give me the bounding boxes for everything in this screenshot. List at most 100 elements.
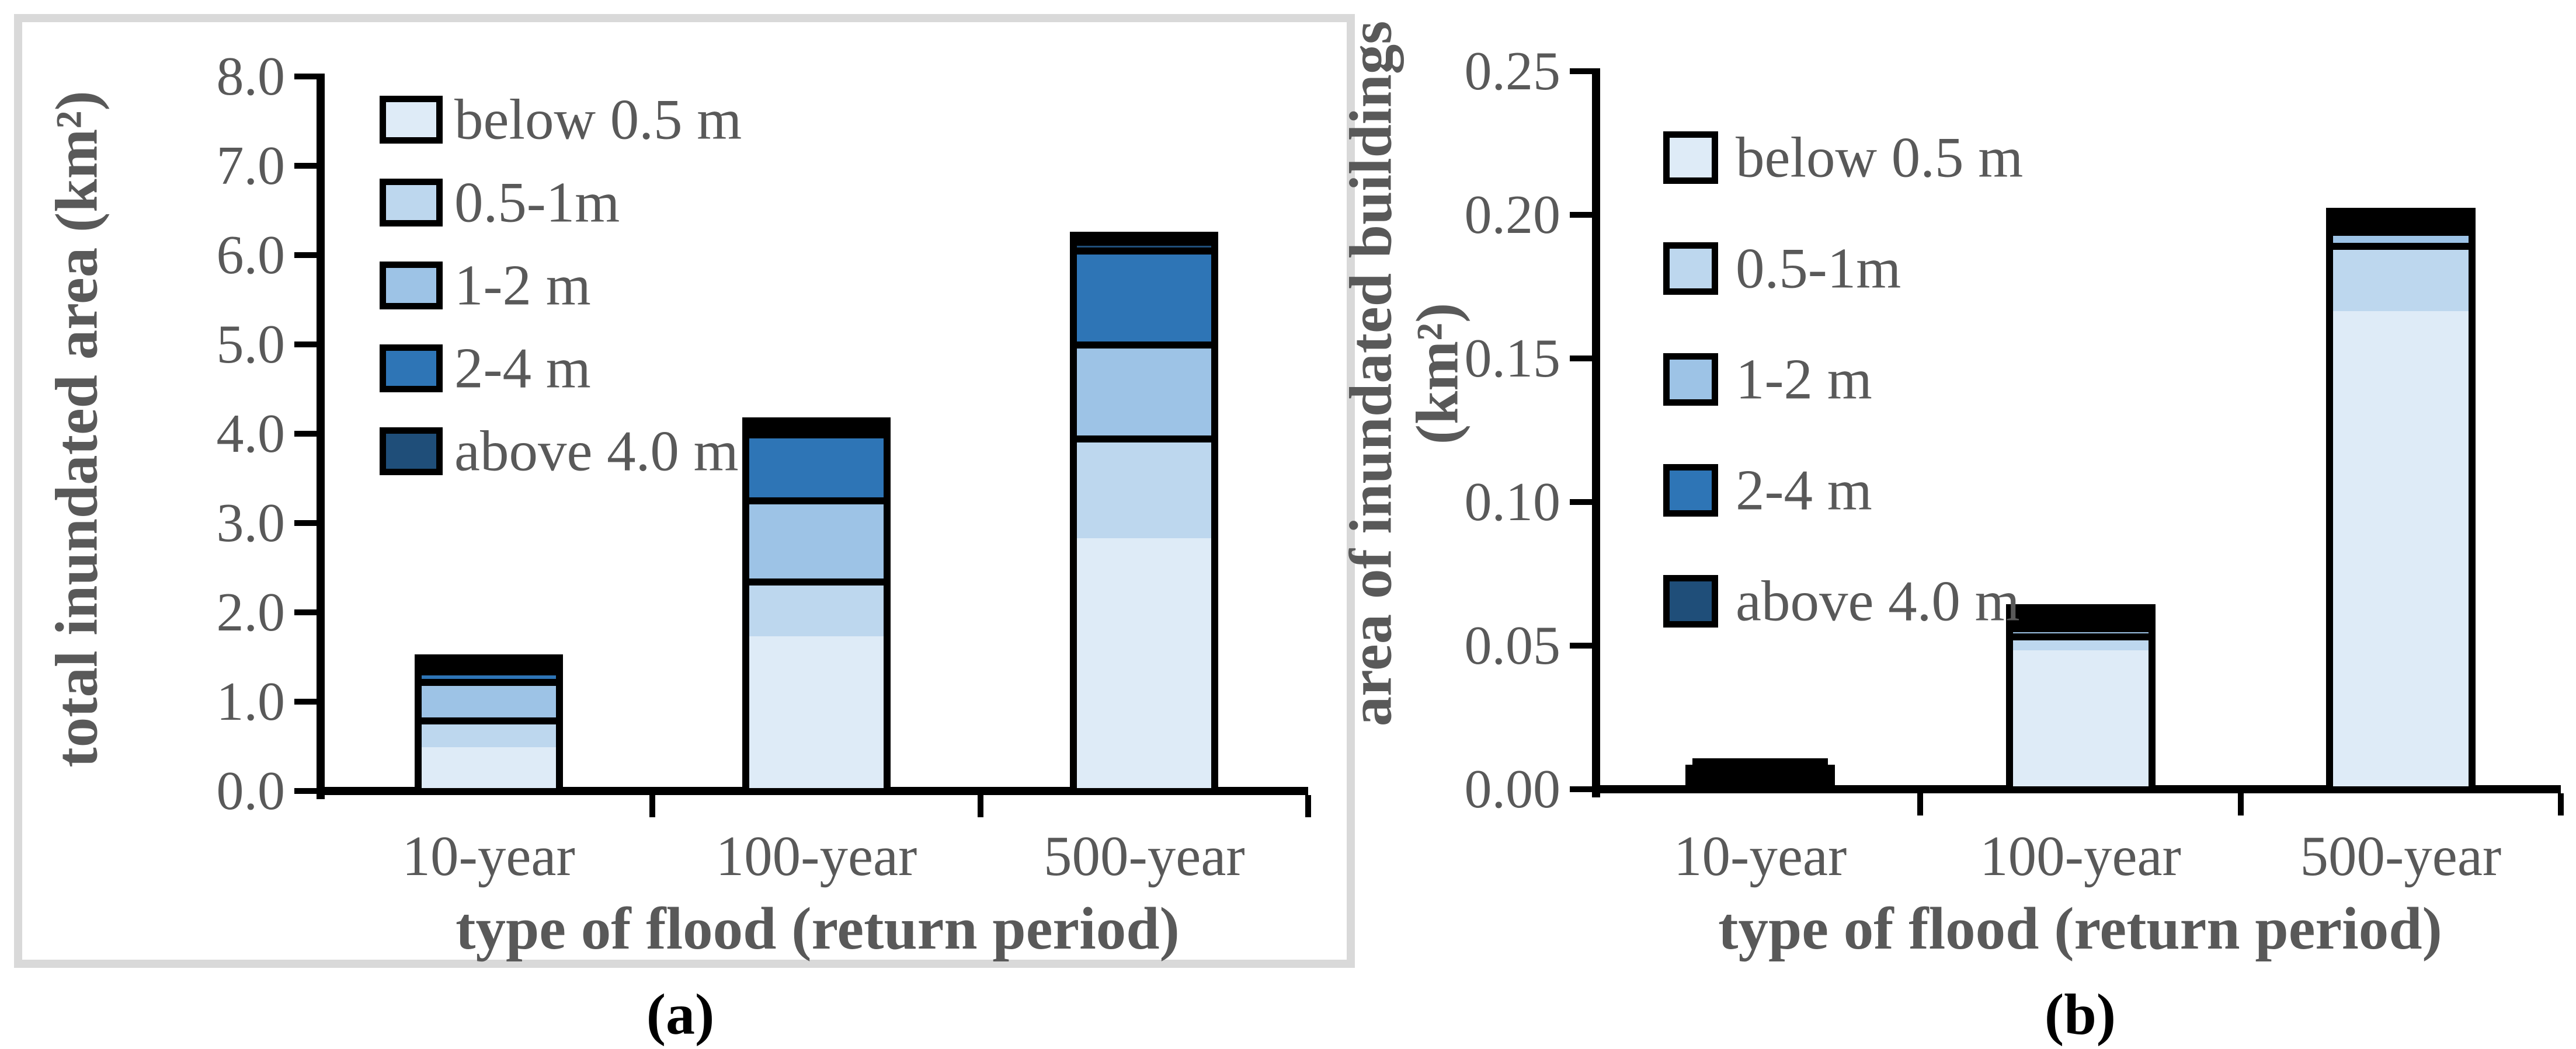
bar-segment-0.5-1m: [2012, 633, 2149, 650]
bar-segment-0.5-1m: [1692, 779, 1828, 786]
legend-label-above 4.0 m: above 4.0 m: [454, 419, 739, 483]
x-tick-label-100-year: 100-year: [715, 825, 917, 887]
y-tick-mark: [294, 163, 317, 169]
bar-segment-1-2 m: [2332, 228, 2469, 243]
y-tick-label: 6.0: [216, 225, 286, 285]
legend-swatch-1-2 m: [1663, 353, 1718, 406]
bar-segment-0.5-1m: [749, 578, 884, 637]
bar-10-year: [1685, 758, 1835, 793]
x-tick-mark: [2558, 793, 2564, 815]
bar-10-year: [414, 654, 563, 795]
left-y-axis-title: total inundated area (km²): [43, 90, 110, 768]
bar-segment-below 0.5 m: [2012, 650, 2149, 786]
bar-100-year: [742, 417, 891, 795]
legend-label-below 0.5 m: below 0.5 m: [1736, 126, 2024, 190]
x-tick-mark: [977, 795, 983, 817]
y-tick-label: 5.0: [216, 314, 286, 375]
bar-segment-0.5-1m: [2332, 243, 2469, 311]
left-x-axis-title: type of flood (return period): [456, 895, 1180, 962]
legend-swatch-0.5-1m: [1663, 242, 1718, 295]
bar-segment-1-2 m: [749, 497, 884, 578]
x-tick-label-10-year: 10-year: [1674, 825, 1847, 887]
bar-segment-above 4.0 m: [1077, 239, 1212, 248]
bar-segment-1-2 m: [1077, 341, 1212, 435]
y-tick-label: 2.0: [216, 582, 286, 643]
bar-100-year: [2005, 604, 2156, 793]
y-tick-mark: [1570, 356, 1592, 361]
x-tick-label-500-year: 500-year: [2300, 825, 2502, 887]
y-tick-mark: [294, 341, 317, 347]
bar-segment-below 0.5 m: [421, 747, 556, 788]
x-tick-label-10-year: 10-year: [402, 825, 575, 887]
bar-segment-2-4 m: [1077, 248, 1212, 342]
bar-segment-1-2 m: [1692, 772, 1828, 779]
legend-swatch-0.5-1m: [380, 179, 443, 226]
legend-label-1-2 m: 1-2 m: [454, 253, 591, 318]
bar-segment-above 4.0 m: [749, 424, 884, 432]
bar-500-year: [1070, 232, 1219, 795]
bar-segment-2-4 m: [2332, 221, 2469, 229]
legend-swatch-below 0.5 m: [380, 96, 443, 144]
legend-swatch-2-4 m: [1663, 464, 1718, 517]
bar-segment-0.5-1m: [421, 717, 556, 748]
legend-swatch-1-2 m: [380, 262, 443, 309]
y-tick-label: 0.00: [1464, 759, 1561, 820]
y-tick-label: 0.05: [1464, 615, 1561, 676]
y-tick-label: 0.0: [216, 761, 286, 821]
bar-segment-above 4.0 m: [1692, 758, 1828, 765]
y-tick-label: 0.20: [1464, 184, 1561, 245]
y-axis-line: [1592, 68, 1600, 797]
y-tick-label: 0.25: [1464, 41, 1561, 102]
legend-label-below 0.5 m: below 0.5 m: [454, 88, 742, 152]
right-x-axis-title: type of flood (return period): [1718, 895, 2442, 962]
bar-segment-2-4 m: [749, 431, 884, 498]
bar-segment-below 0.5 m: [2332, 311, 2469, 786]
bar-segment-0.5-1m: [1077, 435, 1212, 538]
legend-label-0.5-1m: 0.5-1m: [1736, 236, 1901, 301]
legend-label-1-2 m: 1-2 m: [1736, 347, 1872, 412]
y-axis-line: [317, 74, 325, 799]
y-tick-mark: [294, 699, 317, 705]
y-tick-mark: [1570, 499, 1592, 505]
legend-swatch-below 0.5 m: [1663, 131, 1718, 184]
y-tick-mark: [1570, 643, 1592, 649]
legend-label-2-4 m: 2-4 m: [454, 336, 591, 400]
bar-segment-1-2 m: [421, 678, 556, 717]
bar-segment-below 0.5 m: [749, 636, 884, 788]
bar-segment-above 4.0 m: [421, 661, 556, 668]
bar-segment-2-4 m: [421, 668, 556, 679]
y-tick-mark: [294, 74, 317, 79]
y-tick-label: 3.0: [216, 493, 286, 553]
legend-swatch-above 4.0 m: [1663, 575, 1718, 628]
y-tick-label: 1.0: [216, 671, 286, 732]
caption-a: (a): [646, 982, 715, 1047]
bar-segment-2-4 m: [1692, 765, 1828, 772]
bar-segment-2-4 m: [2012, 618, 2149, 625]
x-tick-mark: [649, 795, 656, 817]
legend-swatch-2-4 m: [380, 344, 443, 392]
y-tick-mark: [1570, 212, 1592, 218]
left-panel-frame: [14, 14, 1355, 968]
bar-segment-above 4.0 m: [2332, 214, 2469, 222]
legend-label-above 4.0 m: above 4.0 m: [1736, 569, 2020, 633]
y-tick-label: 7.0: [216, 135, 286, 196]
y-tick-mark: [294, 431, 317, 437]
legend-swatch-above 4.0 m: [380, 427, 443, 475]
x-tick-mark: [1305, 795, 1311, 817]
bar-segment-above 4.0 m: [2012, 611, 2149, 618]
legend-label-0.5-1m: 0.5-1m: [454, 170, 620, 235]
bar-500-year: [2325, 207, 2476, 793]
y-tick-mark: [294, 788, 317, 794]
y-tick-label: 0.10: [1464, 472, 1561, 532]
caption-b: (b): [2044, 982, 2116, 1047]
y-tick-mark: [294, 252, 317, 258]
right-y-axis-title-line1: area of inundated buildings: [1337, 20, 1405, 727]
y-tick-mark: [1570, 786, 1592, 792]
x-tick-mark: [1917, 793, 1924, 815]
y-tick-mark: [1570, 68, 1592, 74]
legend-label-2-4 m: 2-4 m: [1736, 458, 1872, 522]
y-tick-mark: [294, 609, 317, 615]
x-tick-label-100-year: 100-year: [1980, 825, 2181, 887]
y-tick-label: 4.0: [216, 403, 286, 464]
